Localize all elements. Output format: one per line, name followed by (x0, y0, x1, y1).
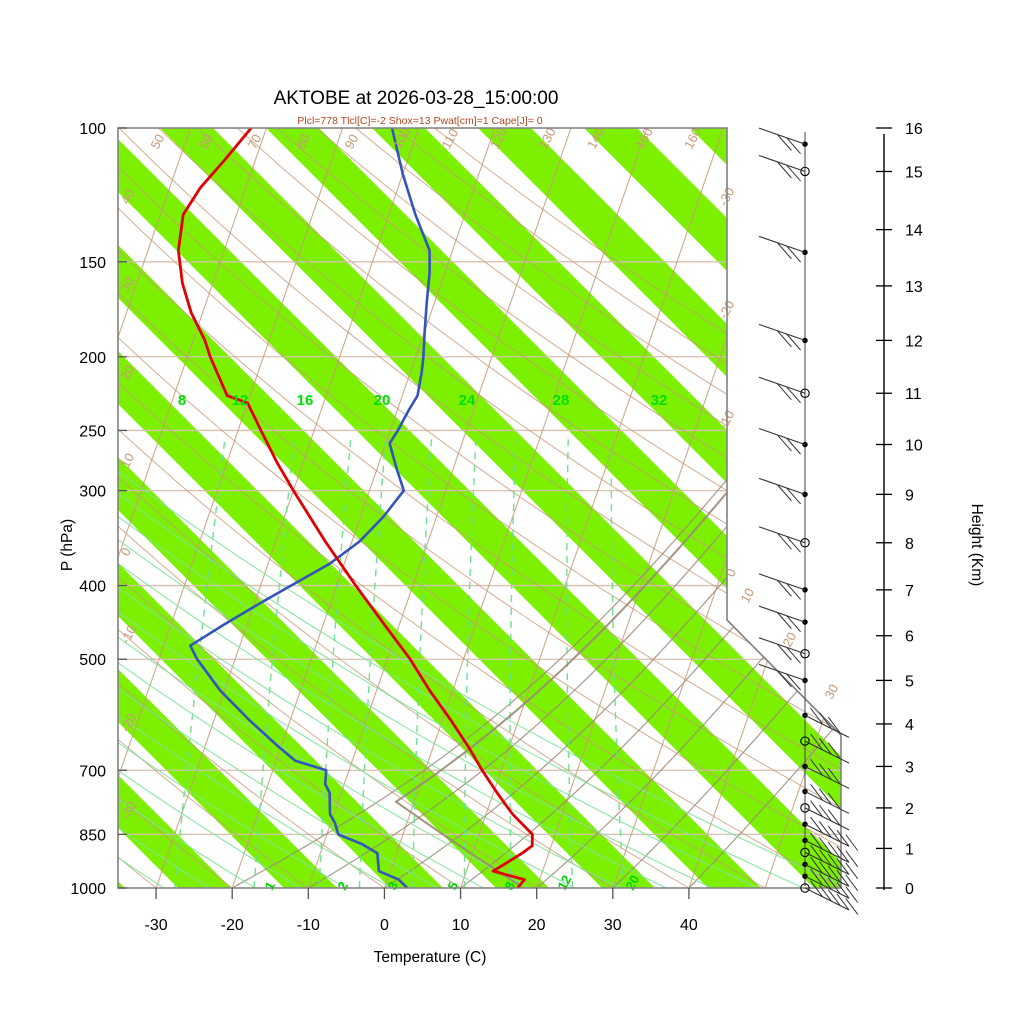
svg-text:16: 16 (297, 392, 314, 409)
svg-text:40: 40 (680, 917, 698, 934)
svg-text:400: 400 (79, 579, 106, 596)
svg-text:1: 1 (905, 841, 914, 858)
svg-text:850: 850 (79, 827, 106, 844)
svg-text:14: 14 (905, 223, 923, 240)
svg-text:4: 4 (905, 717, 914, 734)
svg-text:0: 0 (380, 917, 389, 934)
svg-text:250: 250 (79, 423, 106, 440)
y-axis-label: P (hPa) (59, 519, 76, 571)
svg-text:28: 28 (553, 392, 570, 409)
svg-text:20: 20 (528, 917, 546, 934)
svg-text:-30: -30 (145, 917, 168, 934)
svg-text:30: 30 (604, 917, 622, 934)
svg-text:11: 11 (905, 386, 922, 403)
svg-text:30: 30 (821, 682, 841, 702)
svg-text:13: 13 (905, 279, 923, 296)
svg-text:24: 24 (459, 392, 476, 409)
svg-text:40: 40 (117, 187, 137, 207)
svg-text:7: 7 (905, 583, 914, 600)
temperature-profile (177, 128, 534, 888)
theta-e-labels: 8 12 16 20 24 28 32 (178, 392, 668, 409)
page-title: AKTOBE at 2026-03-28_15:00:00 (274, 88, 559, 109)
svg-text:16: 16 (905, 121, 923, 138)
svg-text:-10: -10 (297, 917, 320, 934)
svg-text:2: 2 (905, 801, 914, 818)
svg-text:12: 12 (905, 333, 923, 350)
svg-text:20: 20 (779, 630, 799, 650)
svg-text:8: 8 (905, 536, 914, 553)
pressure-axis-ticks: 100 150 200 250 300 400 500 700 850 1000 (70, 121, 127, 898)
svg-text:20: 20 (374, 392, 391, 409)
svg-text:700: 700 (79, 763, 106, 780)
svg-text:0: 0 (905, 881, 914, 898)
svg-text:5: 5 (905, 673, 914, 690)
svg-text:80: 80 (293, 132, 313, 152)
svg-text:90: 90 (341, 132, 361, 152)
svg-text:10: 10 (452, 917, 470, 934)
svg-text:10: 10 (905, 438, 923, 455)
svg-text:300: 300 (79, 484, 106, 501)
svg-text:-20: -20 (221, 917, 244, 934)
y2-axis-label: Height (Km) (968, 504, 985, 587)
svg-text:30: 30 (117, 275, 137, 295)
svg-text:10: 10 (737, 586, 757, 606)
dewpoint-profile (189, 128, 431, 888)
svg-text:1000: 1000 (70, 881, 106, 898)
x-axis-label: Temperature (C) (374, 949, 487, 966)
svg-text:12: 12 (232, 392, 249, 409)
svg-text:6: 6 (905, 629, 914, 646)
svg-text:32: 32 (651, 392, 668, 409)
svg-text:10: 10 (117, 451, 137, 471)
svg-text:15: 15 (905, 164, 923, 181)
chart-subtitle: Plcl=778 Tlcl[C]=-2 Shox=13 Pwat[cm]=1 C… (297, 115, 542, 127)
svg-text:50: 50 (147, 132, 167, 152)
temperature-axis-ticks: -30 -20 -10 0 10 20 30 40 (145, 888, 698, 934)
svg-text:150: 150 (79, 255, 106, 272)
wind-barb-column (758, 127, 859, 915)
svg-text:200: 200 (79, 350, 106, 367)
svg-text:60: 60 (196, 132, 216, 152)
svg-text:20: 20 (117, 363, 137, 383)
svg-text:70: 70 (244, 132, 264, 152)
svg-text:3: 3 (905, 759, 914, 776)
svg-text:8: 8 (178, 392, 186, 409)
svg-text:100: 100 (79, 121, 106, 138)
svg-text:9: 9 (905, 487, 914, 504)
svg-text:500: 500 (79, 652, 106, 669)
